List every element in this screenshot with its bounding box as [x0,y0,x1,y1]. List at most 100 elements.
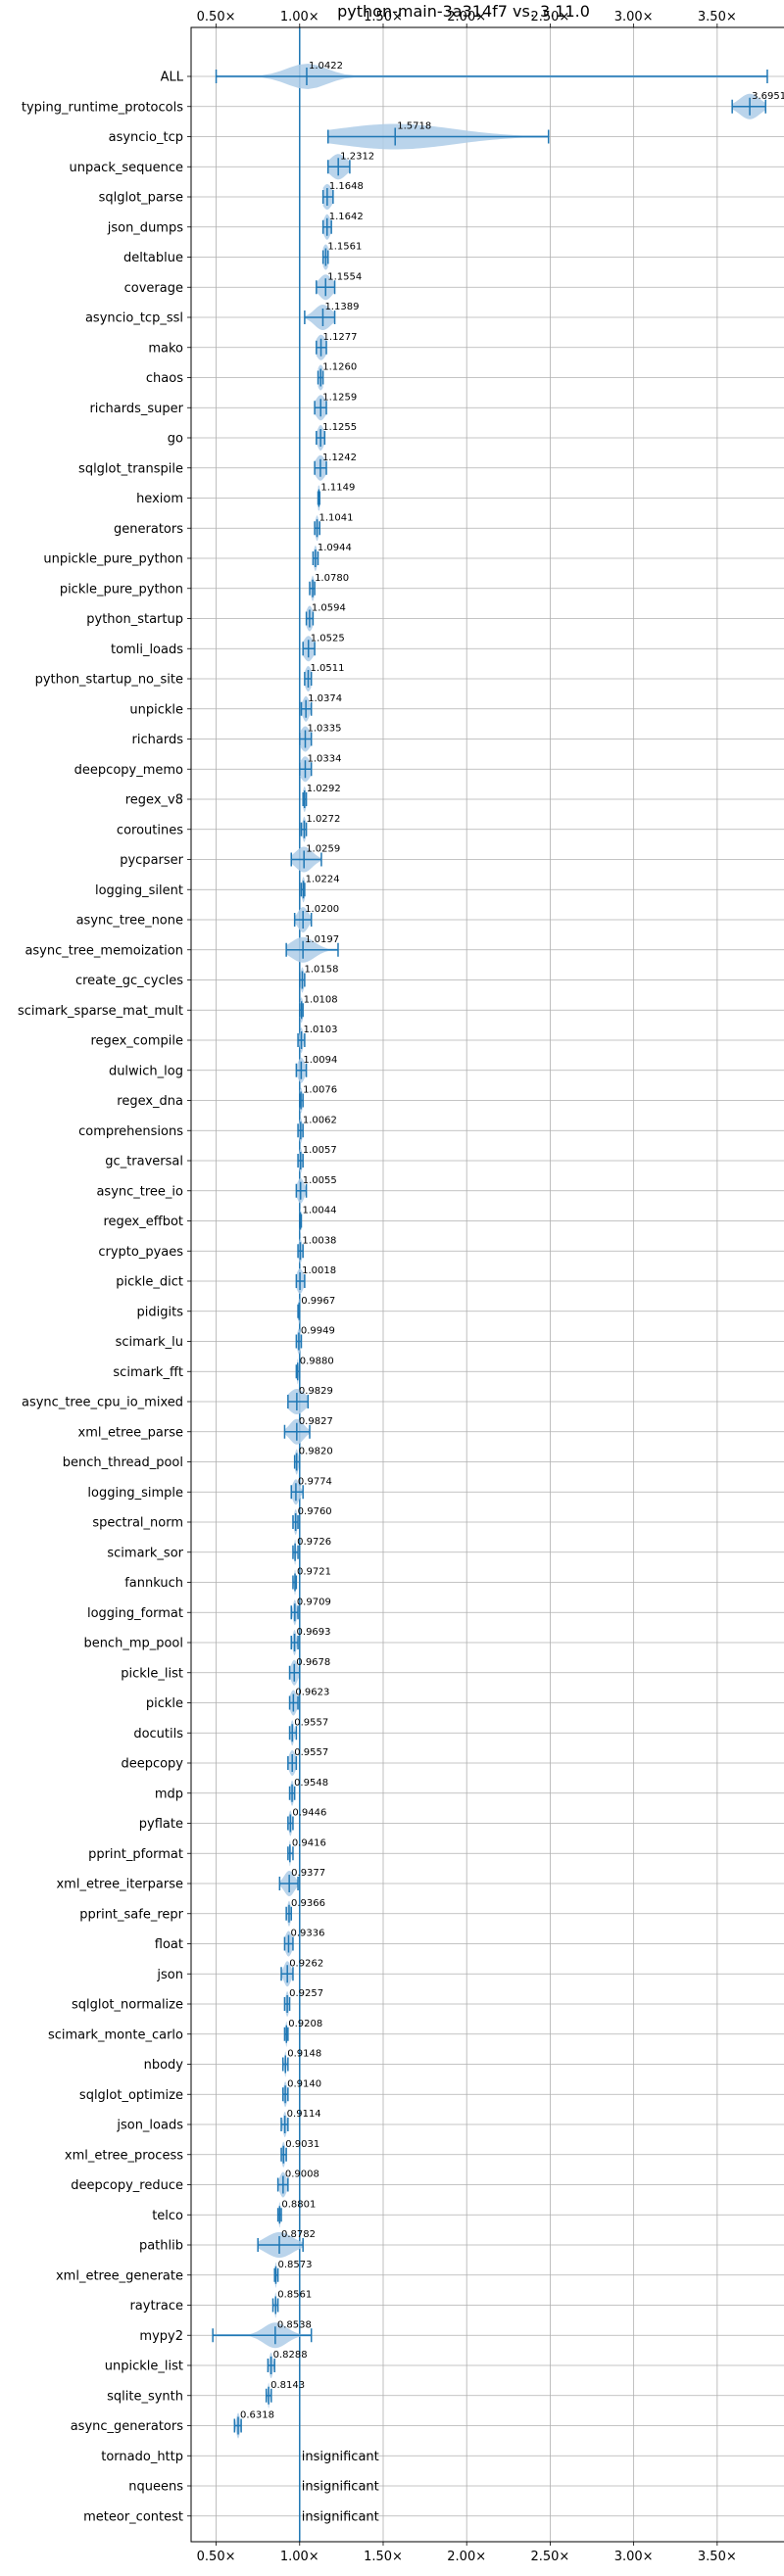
value-label: 1.0292 [307,784,341,794]
x-tick-label-bottom: 0.50× [197,2550,236,2564]
value-label: 1.1554 [327,271,362,282]
benchmark-violin-group [292,1539,299,1565]
benchmark-violin-group [316,425,326,451]
x-tick-label-bottom: 3.50× [698,2550,737,2564]
value-label: 0.9257 [289,1988,323,1999]
value-label: 1.1389 [324,302,359,312]
benchmark-label: pprint_pformat [88,1847,183,1862]
benchmark-violin-group [293,907,313,932]
benchmark-label: deepcopy_reduce [71,2178,183,2193]
benchmark-label: pathlib [139,2239,183,2254]
value-label: 1.0334 [307,753,341,764]
value-label: 1.1149 [320,483,355,494]
benchmark-violin-group [271,2292,279,2318]
benchmark-violin-group [292,1509,299,1535]
x-tick-label-top: 3.50× [698,10,737,24]
benchmark-violin-group [281,2051,289,2077]
benchmark-label: regex_compile [90,1034,183,1049]
x-tick-label-bottom: 2.50× [530,2550,569,2564]
benchmark-label: mako [148,341,183,356]
value-label: 0.9709 [297,1597,331,1607]
value-label: 0.9416 [292,1837,326,1848]
benchmark-label: create_gc_cycles [75,974,183,988]
value-label: 1.0055 [303,1175,337,1186]
value-label: 1.0103 [304,1025,338,1035]
benchmark-label: async_tree_cpu_io_mixed [22,1396,183,1410]
value-label: 0.9949 [301,1326,335,1337]
value-label: 0.9008 [285,2170,319,2180]
benchmark-violin-group [295,1328,303,1355]
benchmark-label: bench_thread_pool [63,1455,183,1470]
marks-layer [212,27,768,2542]
value-label: 0.9366 [291,1898,325,1909]
value-label: 0.9114 [287,2109,321,2120]
benchmark-violin-group [304,305,336,330]
benchmark-violin-group [290,846,322,873]
benchmark-label: mdp [155,1787,183,1801]
benchmark-violin-group [299,1208,303,1234]
x-tick-label-top: 2.50× [530,10,569,24]
benchmark-label: pycparser [120,853,183,868]
benchmark-label: unpickle_list [105,2360,183,2374]
benchmark-label: pickle [146,1696,183,1711]
x-tick-label-bottom: 1.00× [280,2550,319,2564]
value-label: 0.9557 [294,1717,328,1728]
insignificant-label: insignificant [302,2480,379,2495]
benchmark-label: regex_v8 [125,793,183,808]
x-tick-label-top: 3.00× [614,10,654,24]
benchmark-violin-group [276,2171,289,2198]
benchmark-violin-group [297,1298,301,1324]
benchmark-violin-group [326,154,351,180]
value-label: 1.1242 [322,453,357,463]
value-label: 1.0272 [306,814,340,825]
benchmark-label: typing_runtime_protocols [22,100,183,115]
value-label: 0.9148 [287,2049,321,2060]
benchmark-label: deepcopy [121,1757,183,1772]
value-label: 0.9880 [300,1356,334,1366]
benchmark-label: unpickle_pure_python [43,552,183,567]
benchmark-label: sqlglot_optimize [79,2088,183,2103]
benchmark-label: json [156,1968,183,1982]
benchmark-violin-group [288,1690,299,1716]
benchmark-violin-group [276,2202,282,2228]
value-label: 1.0018 [302,1265,336,1276]
benchmark-violin-group [297,1027,306,1053]
value-label: 0.9829 [299,1386,333,1397]
benchmark-violin-group [273,2262,279,2288]
value-label: 1.0200 [305,904,339,915]
benchmark-label: raytrace [129,2299,183,2314]
benchmark-label: fannkuch [124,1576,183,1591]
value-label: 0.8573 [277,2260,312,2270]
benchmark-label: asyncio_tcp [109,130,183,145]
value-label: 1.0197 [305,934,339,945]
value-label: 1.0944 [318,543,352,553]
benchmark-label: python_startup [86,612,183,627]
benchmark-label: json_dumps [107,220,183,235]
value-label: 1.0594 [312,603,346,614]
benchmark-label: unpickle [129,702,183,717]
benchmark-label: meteor_contest [83,2509,183,2524]
benchmark-label: ALL [161,71,184,85]
benchmark-label: sqlglot_normalize [72,1998,183,2013]
insignificant-label: insignificant [302,2450,379,2464]
value-label: 1.0422 [309,61,343,72]
benchmark-label: pprint_safe_repr [79,1907,183,1922]
benchmark-violin-group [300,816,308,842]
value-label: 1.0335 [307,724,341,735]
benchmark-violin-group [299,756,313,783]
benchmark-violin-group [267,2353,275,2378]
x-tick-label-top: 2.00× [447,10,486,24]
benchmark-violin-group [317,485,320,511]
benchmark-violin-group [314,515,320,542]
benchmark-label: scimark_monte_carlo [48,2027,183,2042]
value-label: 0.9557 [294,1747,328,1758]
value-label: 0.9623 [295,1688,329,1698]
benchmark-label: sqlite_synth [107,2389,183,2404]
x-tick-label-top: 1.50× [364,10,403,24]
value-label: 1.0259 [306,844,340,855]
benchmark-label: go [168,432,183,447]
value-label: 1.0374 [308,693,342,704]
value-label: 0.8288 [273,2350,308,2361]
value-label: 0.9774 [298,1476,332,1487]
benchmark-label: richards [132,733,184,747]
